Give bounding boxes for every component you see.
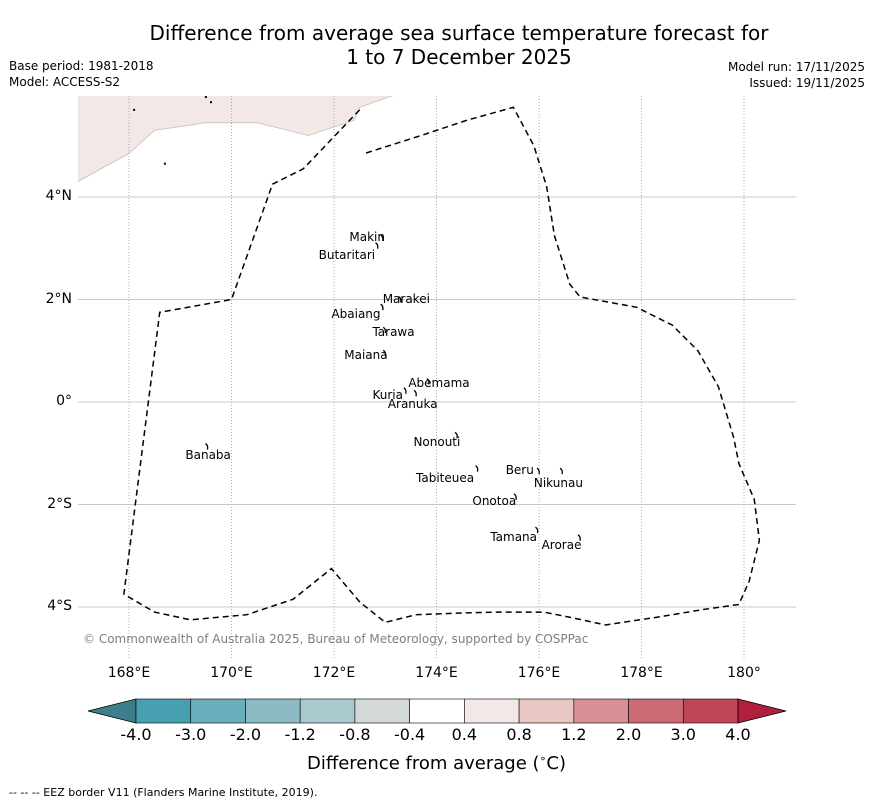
island-label: Nikunau <box>533 476 583 490</box>
island-label: Onotoa <box>472 493 517 508</box>
island-label: Nonouti <box>413 435 461 449</box>
colorbar-tick-label: -0.4 <box>394 725 426 744</box>
anomaly-layer <box>78 96 394 182</box>
base-period: Base period: 1981-2018 <box>9 59 154 73</box>
colorbar-bin <box>682 698 739 724</box>
meta-left: Base period: 1981-2018 Model: ACCESS-S2 <box>9 58 154 90</box>
island-dot <box>133 108 136 111</box>
meta-right: Model run: 17/11/2025 Issued: 19/11/2025 <box>728 59 865 91</box>
island-label: Marakei <box>382 291 430 306</box>
colorbar-bin <box>135 698 192 724</box>
island-label: Banaba <box>185 447 231 462</box>
colorbar-tick-label: -0.8 <box>339 725 371 744</box>
colorbar <box>87 698 787 724</box>
island-label: Abaiang <box>331 306 381 321</box>
lat-tick-label: 2°N <box>45 290 72 307</box>
island-shape <box>380 303 384 311</box>
lon-tick-label: 180° <box>727 665 761 681</box>
colorbar-under-arrow <box>87 698 137 724</box>
colorbar-bin <box>354 698 410 724</box>
colorbar-tick-label: 0.4 <box>451 725 478 744</box>
eez-legend-note: -- -- -- EEZ border V11 (Flanders Marine… <box>9 786 318 799</box>
lon-tick-label: 178°E <box>620 665 663 681</box>
island-shapes <box>133 96 581 541</box>
colorbar-bin <box>190 698 246 724</box>
colorbar-label-unit: C) <box>546 753 567 774</box>
island-shape <box>382 349 387 357</box>
island-label: Abemama <box>408 376 470 391</box>
island-shape <box>513 493 517 500</box>
lat-tick-label: 2°S <box>47 495 72 512</box>
lat-tick-label: 4°N <box>45 188 72 204</box>
island-shape <box>380 234 384 242</box>
island-shape <box>382 326 387 334</box>
colorbar-tick-label: 4.0 <box>725 725 751 744</box>
colorbar-bin <box>628 698 684 724</box>
title-line-1: Difference from average sea surface temp… <box>149 21 769 45</box>
colorbar-bin <box>573 698 629 724</box>
anomaly-region <box>78 96 394 182</box>
island-shape <box>475 465 479 472</box>
lat-tick-label: 4°S <box>47 598 72 614</box>
colorbar-tick-label: 0.8 <box>506 725 532 744</box>
island-shape <box>454 431 458 439</box>
colorbar-tick-label: -1.2 <box>284 725 316 744</box>
copyright-notice: © Commonwealth of Australia 2025, Bureau… <box>83 632 589 646</box>
title-line-2: 1 to 7 December 2025 <box>346 45 572 69</box>
island-shape <box>375 242 379 249</box>
island-shape <box>205 443 209 450</box>
island-label: Butaritari <box>318 247 376 262</box>
island-dot <box>210 101 212 104</box>
issued-date: Issued: 19/11/2025 <box>749 76 865 90</box>
island-label: Tamana <box>490 529 538 544</box>
colorbar-label: Difference from average (∘C) <box>306 752 567 774</box>
colorbar-label-text: Difference from average ( <box>306 753 540 774</box>
island-shape <box>577 534 581 541</box>
lon-tick-label: 176°E <box>517 665 561 681</box>
colorbar-tick-label: 1.2 <box>561 725 587 744</box>
lon-tick-label: 170°E <box>210 665 253 681</box>
eez-border-layer <box>123 106 761 626</box>
model-name: Model: ACCESS-S2 <box>9 75 121 89</box>
colorbar-over-arrow <box>737 698 787 724</box>
colorbar-tick-label: 2.0 <box>615 725 642 744</box>
colorbar-tick-label: -3.0 <box>175 725 207 744</box>
lon-tick-label: 168°E <box>107 665 151 681</box>
island-label: Maiana <box>344 347 388 362</box>
island-dot <box>204 96 207 99</box>
colorbar-bin <box>245 698 301 724</box>
lat-tick-label: 0° <box>56 393 72 409</box>
map-title: Difference from average sea surface temp… <box>0 21 873 69</box>
island-dot <box>163 162 166 165</box>
island-shape <box>403 387 407 394</box>
colorbar-bin <box>299 698 356 724</box>
island-shape <box>536 467 540 475</box>
island-label: Kuria <box>372 387 403 402</box>
lon-tick-label: 174°E <box>415 665 458 681</box>
island-label: Makin <box>349 230 385 244</box>
colorbar-tick-label: 3.0 <box>670 725 696 744</box>
island-label: Beru <box>505 463 534 478</box>
island-shape <box>559 467 563 475</box>
island-shape <box>535 526 539 534</box>
island-label: Arorae <box>541 537 582 552</box>
island-label: Aranuka <box>387 396 438 411</box>
model-run: Model run: 17/11/2025 <box>727 60 865 74</box>
eez-border <box>123 106 761 626</box>
lon-tick-label: 172°E <box>312 665 356 681</box>
colorbar-bin <box>518 698 575 724</box>
island-shape <box>413 389 417 397</box>
graticule <box>78 96 796 660</box>
island-label: Tabiteuea <box>416 470 475 485</box>
island-label: Tarawa <box>372 324 415 339</box>
colorbar-bin <box>409 698 465 724</box>
colorbar-bin <box>464 698 520 724</box>
island-shape <box>426 377 430 385</box>
island-shape <box>398 295 402 303</box>
colorbar-tick-label: -2.0 <box>229 725 262 744</box>
colorbar-tick-label: -4.0 <box>120 725 152 744</box>
